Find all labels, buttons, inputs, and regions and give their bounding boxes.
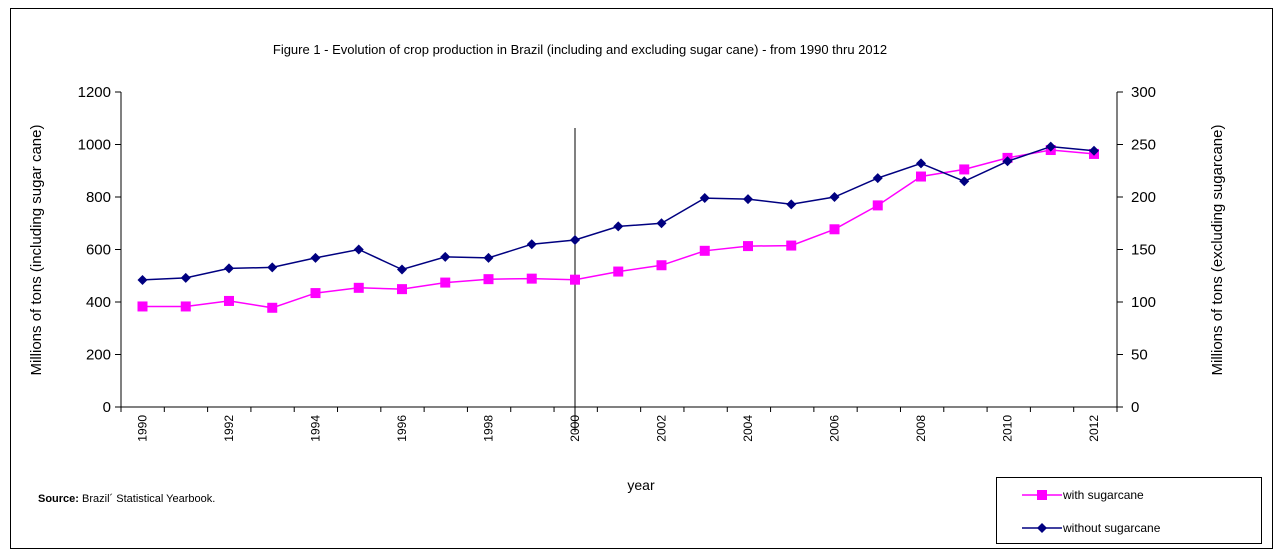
x-tick-label: 1990: [136, 415, 150, 442]
data-point-without-sugarcane: [613, 221, 624, 232]
legend-label-without-sugarcane: without sugarcane: [1062, 521, 1161, 535]
x-tick-label: 2002: [655, 415, 669, 442]
x-axis-label: year: [627, 477, 655, 493]
data-point-without-sugarcane: [224, 263, 234, 274]
data-point-with-sugarcane: [397, 284, 407, 295]
data-point-without-sugarcane: [743, 194, 753, 205]
left-y-axis: 0 200 400 600 800 1000 1200: [78, 84, 122, 416]
data-point-without-sugarcane: [526, 239, 537, 250]
source-label: Source:: [38, 493, 79, 505]
data-point-without-sugarcane: [137, 274, 148, 285]
data-point-without-sugarcane: [959, 176, 970, 187]
legend-box: [996, 477, 1262, 544]
left-y-axis-label: Millions of tons (including sugar cane): [28, 125, 45, 376]
data-point-with-sugarcane: [699, 245, 710, 256]
data-point-without-sugarcane: [397, 264, 407, 275]
data-point-with-sugarcane: [526, 273, 537, 284]
data-point-with-sugarcane: [483, 274, 494, 285]
data-point-without-sugarcane: [916, 158, 926, 169]
right-tick-label: 300: [1131, 84, 1156, 101]
data-point-without-sugarcane: [483, 252, 494, 263]
source-note: Source: Brazil´ Statistical Yearbook.: [38, 493, 215, 505]
data-point-with-sugarcane: [786, 240, 797, 251]
right-tick-label: 0: [1131, 399, 1139, 416]
data-point-with-sugarcane: [916, 171, 926, 182]
data-point-with-sugarcane: [310, 288, 321, 299]
right-tick-label: 150: [1131, 242, 1156, 259]
x-tick-label: 2006: [828, 415, 842, 442]
x-tick-label: 1992: [222, 415, 236, 442]
data-point-with-sugarcane: [224, 295, 234, 306]
left-tick-label: 1000: [78, 137, 111, 154]
data-point-without-sugarcane: [570, 235, 580, 246]
legend-marker-without-sugarcane: [1037, 523, 1047, 533]
data-point-without-sugarcane: [440, 251, 451, 262]
left-tick-label: 600: [86, 242, 111, 259]
data-point-with-sugarcane: [613, 266, 624, 277]
data-point-without-sugarcane: [1089, 145, 1099, 156]
right-y-axis: 0 50 100 150 200 250 300: [1116, 84, 1156, 416]
data-point-with-sugarcane: [656, 260, 667, 271]
data-point-without-sugarcane: [1002, 156, 1013, 167]
data-point-with-sugarcane: [829, 224, 840, 235]
legend-marker-with-sugarcane: [1037, 490, 1047, 500]
data-point-without-sugarcane: [267, 262, 278, 273]
x-tick-label: 2004: [741, 415, 755, 442]
left-tick-label: 400: [86, 294, 111, 311]
right-tick-label: 100: [1131, 294, 1156, 311]
left-tick-label: 800: [86, 189, 111, 206]
data-point-without-sugarcane: [353, 244, 364, 255]
data-point-with-sugarcane: [353, 282, 364, 293]
right-tick-label: 50: [1131, 347, 1148, 364]
legend: with sugarcane without sugarcane: [996, 477, 1262, 544]
right-tick-label: 250: [1131, 137, 1156, 154]
x-tick-label: 2008: [914, 415, 928, 442]
data-point-without-sugarcane: [1045, 141, 1056, 152]
x-tick-label: 1996: [395, 415, 409, 442]
x-tick-label: 2010: [1001, 415, 1015, 442]
data-point-with-sugarcane: [137, 301, 148, 312]
data-point-with-sugarcane: [267, 302, 278, 313]
plot-area: [137, 128, 1099, 432]
data-point-with-sugarcane: [180, 301, 191, 312]
data-point-without-sugarcane: [786, 199, 797, 210]
data-point-with-sugarcane: [570, 274, 580, 285]
x-tick-label: 1994: [309, 415, 323, 442]
data-point-with-sugarcane: [872, 200, 883, 211]
left-tick-label: 200: [86, 347, 111, 364]
data-point-without-sugarcane: [180, 272, 191, 283]
x-tick-label: 1998: [482, 415, 496, 442]
data-point-without-sugarcane: [656, 218, 667, 229]
legend-label-with-sugarcane: with sugarcane: [1062, 488, 1144, 502]
chart-title: Figure 1 - Evolution of crop production …: [273, 42, 887, 57]
data-point-without-sugarcane: [872, 173, 883, 184]
figure-border: [10, 8, 1273, 549]
right-tick-label: 200: [1131, 189, 1156, 206]
data-point-with-sugarcane: [959, 164, 970, 175]
data-point-with-sugarcane: [440, 277, 451, 288]
x-tick-label: 2012: [1087, 415, 1101, 442]
left-tick-label: 1200: [78, 84, 111, 101]
left-tick-label: 0: [103, 399, 111, 416]
source-text: Brazil´ Statistical Yearbook.: [79, 493, 215, 505]
right-y-axis-label: Millions of tons (excluding sugarcane): [1209, 125, 1226, 376]
data-point-without-sugarcane: [699, 193, 710, 204]
data-point-with-sugarcane: [743, 241, 753, 252]
data-point-without-sugarcane: [310, 252, 321, 263]
data-point-without-sugarcane: [829, 192, 840, 202]
